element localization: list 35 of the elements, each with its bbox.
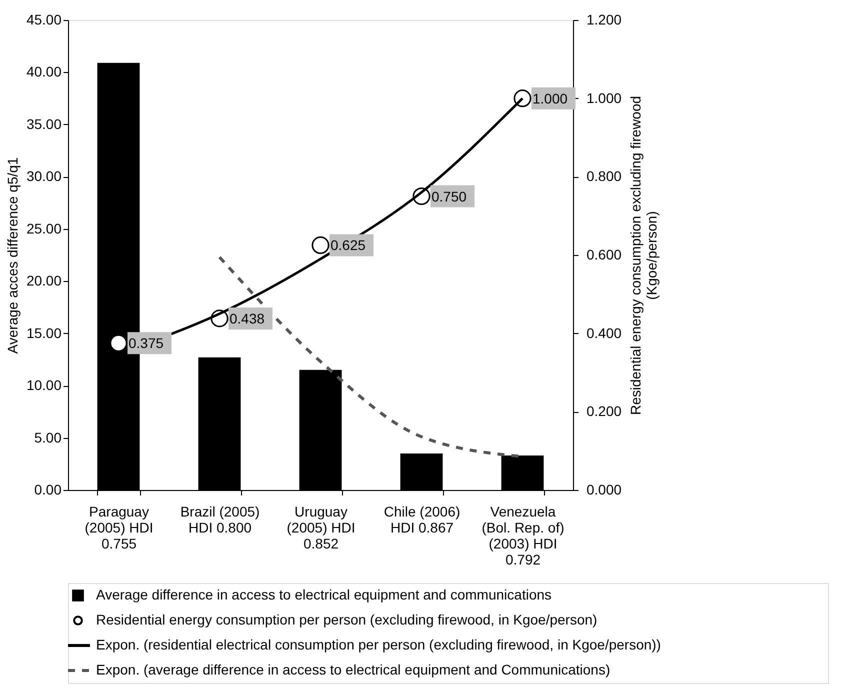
data-label: 0.438 [230, 310, 265, 326]
y2-tick-label: 0.600 [586, 246, 622, 262]
y2-tick-label: 1.000 [586, 90, 622, 106]
y2-tick-label: 0.200 [586, 403, 622, 420]
x-tick-label: Brazil (2005) HDI 0.800 [180, 504, 260, 536]
legend-label: Expon. (residential electrical consumption per person (excluding firewood, in Kgoe/person)) [96, 636, 661, 652]
y2-tick-label: 0.400 [586, 324, 622, 341]
x-tick-label: Venezuela (Bol. Rep. of) (2003) HDI 0.792 [482, 504, 564, 568]
y-tick-label: 0.00 [34, 482, 62, 498]
y2-tick-label: 0.800 [586, 168, 622, 184]
y-tick-label: 20.00 [26, 272, 62, 289]
y-tick-label: 15.00 [26, 324, 62, 341]
legend-label: Average difference in access to electrical equipment and communications [96, 586, 552, 602]
data-label: 0.375 [128, 335, 164, 352]
point [110, 334, 128, 352]
y2-tick-label: 0.000 [586, 482, 622, 498]
y-axis-title: Average acces difference q5/q1 [4, 157, 20, 354]
x-tick-label: Chile (2006) HDI 0.867 [384, 504, 460, 536]
data-label: 0.750 [432, 188, 467, 204]
point [312, 236, 330, 254]
y-tick-label: 25.00 [26, 220, 62, 236]
y2-tick-label: 1.200 [586, 12, 622, 28]
y-tick-label: 45.00 [26, 12, 62, 28]
x-tick-label: Uruguay (2005) HDI 0.852 [286, 504, 356, 552]
y-tick-label: 5.00 [34, 429, 62, 446]
y2-axis-title: Residential energy consumption excluding firewood (Kgoe/person) [628, 96, 660, 416]
legend-label: Residential energy consumption per person (excluding firewood, in Kgoe/person) [96, 612, 598, 628]
x-tick-label: Paraguay (2005) HDI 0.755 [84, 504, 154, 552]
legend-label: Expon. (average difference in access to electrical equipment and Communications) [96, 662, 610, 678]
y-tick-label: 30.00 [26, 168, 62, 184]
data-label: 1.000 [532, 90, 568, 106]
y-tick-label: 35.00 [26, 116, 62, 132]
data-label: 0.625 [330, 237, 366, 254]
y-tick-label: 40.00 [26, 64, 62, 80]
y-tick-label: 10.00 [26, 377, 62, 394]
